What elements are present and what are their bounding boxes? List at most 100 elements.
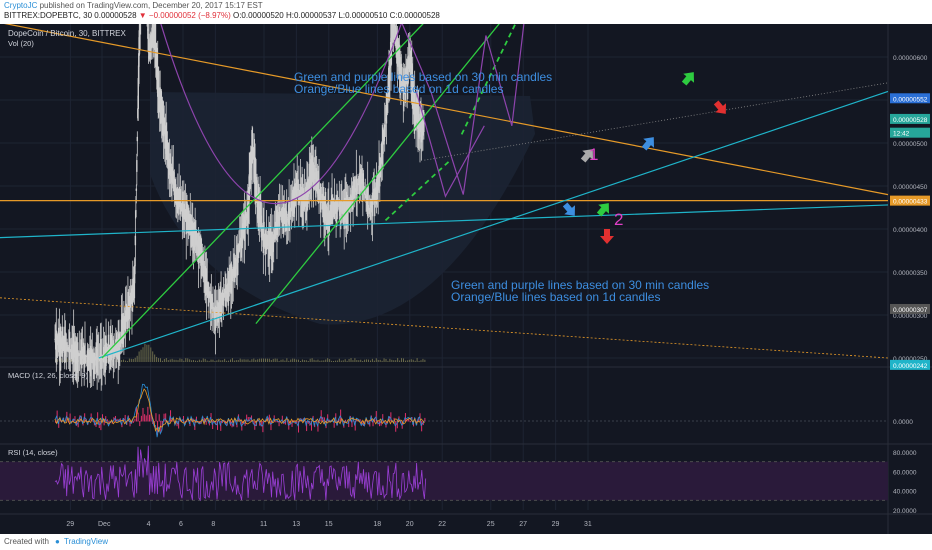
candle-body: [324, 191, 327, 221]
candle-body: [302, 195, 305, 212]
candle-body: [315, 171, 318, 188]
candle-body: [213, 307, 215, 312]
volume-bar: [278, 360, 280, 362]
volume-bar: [424, 359, 426, 362]
candle-body: [290, 209, 292, 212]
volume-bar: [191, 360, 193, 362]
candle-body: [295, 177, 298, 201]
macd-signal-line: [54, 388, 425, 433]
macd-histogram-bar: [260, 421, 262, 427]
volume-bar: [156, 356, 158, 362]
price-badge: [890, 113, 930, 124]
candle-body: [309, 169, 311, 185]
time-tick-label: 29: [66, 521, 74, 528]
candle-body: [226, 283, 229, 299]
volume-bar: [251, 359, 253, 362]
pane-dividers: [0, 24, 932, 534]
macd-histogram-bar: [310, 421, 312, 431]
macd-histogram-bar: [106, 419, 108, 422]
macd-histogram-bar: [176, 421, 178, 427]
candle-body: [195, 229, 197, 246]
time-axis[interactable]: 29 Dec 4 6 8 11 13 15 18 20 22 25 27 29 31: [0, 513, 932, 528]
candle-body: [362, 182, 365, 192]
white-dotted-projection: [424, 82, 889, 161]
volume-bar: [212, 359, 214, 362]
volume-bar: [422, 358, 424, 362]
high-value: H:0.00000537: [285, 11, 337, 20]
volume-bar: [334, 360, 336, 362]
candle-body: [384, 125, 387, 127]
volume-bar: [259, 358, 261, 362]
candle-body: [92, 354, 94, 364]
candle-body: [268, 230, 270, 250]
candle-body: [324, 197, 326, 224]
candle-body: [139, 24, 141, 29]
volume-bar: [301, 359, 303, 362]
candle-body: [147, 37, 150, 53]
candle-body: [194, 222, 196, 247]
macd-legend: MACD (12, 26, close, 9): [8, 371, 89, 380]
candle-body: [254, 173, 257, 189]
time-tick-label: 29: [552, 521, 560, 528]
candle-body: [376, 178, 379, 200]
candle-body: [239, 237, 242, 246]
macd-histogram-bar: [123, 418, 125, 422]
candle-body: [136, 136, 139, 142]
footer-brand[interactable]: TradingView: [64, 537, 109, 546]
footer-created: Created with: [4, 537, 49, 546]
candle-body: [108, 349, 110, 357]
candle-body: [368, 207, 370, 215]
candle-body: [316, 178, 319, 194]
candle-body: [63, 335, 65, 353]
macd-histogram-bar: [144, 414, 146, 422]
candle-body: [138, 30, 140, 56]
macd-histogram-bar: [281, 415, 283, 422]
macd-histogram-bar: [147, 406, 149, 422]
macd-histogram-bar: [161, 421, 163, 427]
candle-body: [328, 211, 331, 224]
macd-histogram-bar: [111, 421, 113, 424]
candle-body: [187, 211, 189, 229]
candle-body: [221, 289, 224, 306]
candle-body: [331, 195, 333, 225]
macd-histogram-bar: [367, 421, 369, 425]
chart-svg[interactable]: 0.000007500.000007000.000006500.00000600…: [0, 24, 932, 534]
volume-bar: [327, 358, 329, 362]
candle-body: [319, 189, 321, 197]
candle-body: [165, 124, 167, 154]
candle-body: [160, 89, 162, 121]
macd-histogram-bar: [247, 417, 249, 422]
candle-body: [322, 196, 324, 206]
candle-body: [381, 141, 383, 165]
chart-area[interactable]: 0.000007500.000007000.000006500.00000600…: [0, 24, 932, 534]
candle-body: [83, 346, 85, 372]
macd-histogram-bar: [408, 418, 410, 422]
macd-histogram-bar: [296, 421, 298, 424]
volume-bar: [366, 359, 368, 362]
macd-histogram-bar: [348, 421, 350, 428]
candle-body: [354, 188, 357, 192]
price-axis[interactable]: 0.000007500.000007000.000006500.00000600…: [890, 24, 930, 515]
candle-body: [277, 215, 280, 224]
candle-body: [327, 212, 329, 227]
volume-bar: [315, 360, 317, 362]
candle-body: [362, 173, 364, 191]
candle-body: [93, 348, 95, 375]
candle-body: [328, 201, 330, 232]
author-link[interactable]: CryptoJC: [4, 1, 38, 10]
candle-body: [348, 198, 350, 211]
candle-body: [261, 225, 263, 229]
macd-histogram-bar: [165, 413, 167, 422]
tradingview-logo-icon[interactable]: ●: [55, 537, 60, 546]
price-change: ▼ −0.00000052 (−8.97%): [138, 11, 231, 20]
macd-histogram-bar: [298, 421, 300, 433]
candle-body: [219, 286, 221, 316]
candle-body: [234, 259, 237, 270]
candle-body: [154, 24, 156, 46]
macd-histogram-bar: [285, 421, 287, 425]
volume-bar: [354, 358, 356, 362]
macd-histogram-bar: [275, 421, 277, 423]
macd-histogram-bar: [417, 417, 419, 422]
candle-body: [184, 208, 187, 222]
volume-bar: [379, 359, 381, 362]
